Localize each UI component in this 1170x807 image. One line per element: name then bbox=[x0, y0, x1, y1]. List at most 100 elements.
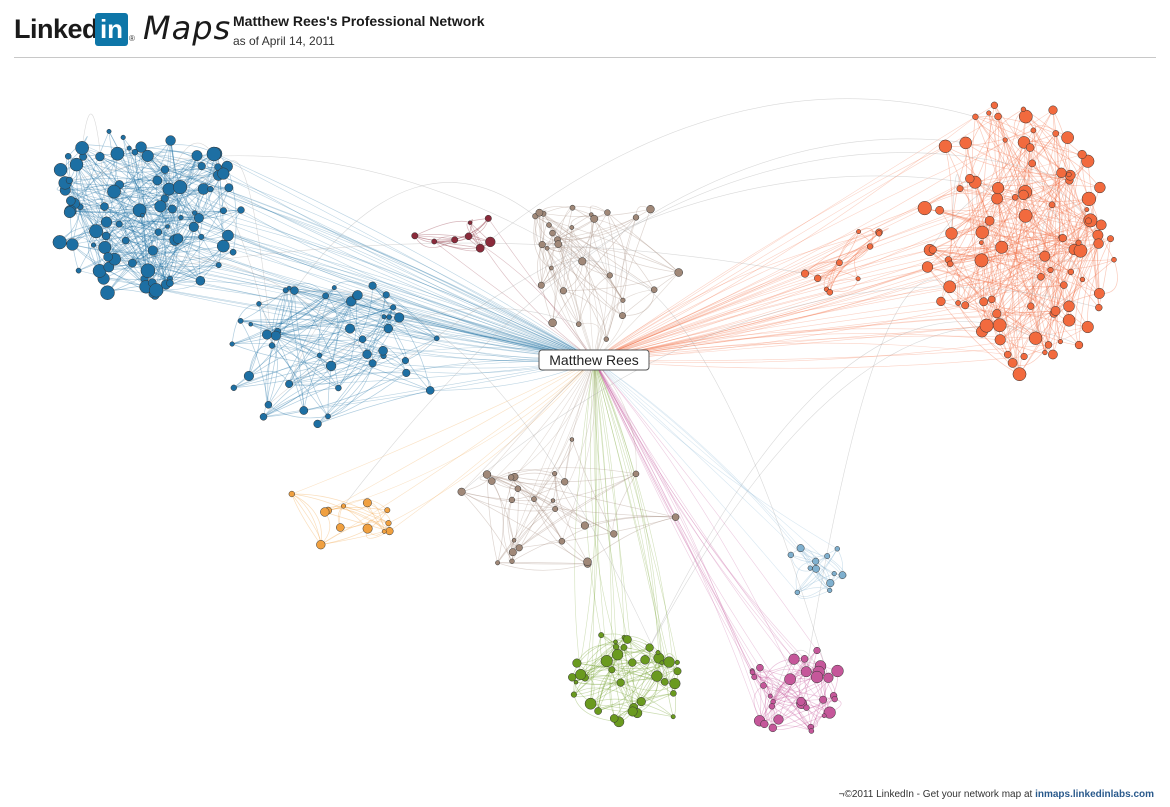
network-node[interactable] bbox=[990, 101, 999, 109]
network-node[interactable] bbox=[627, 706, 638, 717]
network-node[interactable] bbox=[620, 297, 626, 303]
network-node[interactable] bbox=[65, 176, 73, 184]
network-node[interactable] bbox=[814, 274, 822, 282]
network-node[interactable] bbox=[1058, 234, 1067, 243]
network-node[interactable] bbox=[569, 437, 575, 442]
network-node[interactable] bbox=[316, 352, 323, 358]
network-node[interactable] bbox=[636, 697, 646, 707]
network-node[interactable] bbox=[946, 260, 954, 268]
network-node[interactable] bbox=[838, 571, 847, 579]
network-node[interactable] bbox=[1020, 106, 1027, 112]
network-node[interactable] bbox=[402, 368, 411, 377]
network-node[interactable] bbox=[921, 261, 934, 273]
network-node[interactable] bbox=[1018, 208, 1033, 223]
network-node[interactable] bbox=[383, 323, 393, 334]
network-node[interactable] bbox=[756, 663, 764, 672]
network-node[interactable] bbox=[961, 301, 970, 310]
network-node[interactable] bbox=[965, 173, 975, 184]
network-node[interactable] bbox=[987, 295, 996, 304]
network-node[interactable] bbox=[613, 639, 618, 645]
network-node[interactable] bbox=[611, 649, 624, 661]
network-node[interactable] bbox=[544, 245, 550, 251]
network-node[interactable] bbox=[606, 272, 613, 279]
network-node[interactable] bbox=[590, 214, 599, 223]
network-node[interactable] bbox=[285, 380, 294, 388]
network-node[interactable] bbox=[507, 474, 515, 481]
network-node[interactable] bbox=[390, 304, 397, 311]
network-node[interactable] bbox=[1085, 217, 1092, 225]
network-node[interactable] bbox=[807, 565, 813, 571]
network-node[interactable] bbox=[198, 233, 205, 240]
network-node[interactable] bbox=[651, 670, 663, 682]
network-node[interactable] bbox=[800, 666, 812, 678]
network-node[interactable] bbox=[514, 485, 522, 492]
network-node[interactable] bbox=[821, 713, 827, 719]
network-node[interactable] bbox=[464, 232, 473, 241]
network-node[interactable] bbox=[325, 413, 331, 420]
network-node[interactable] bbox=[632, 214, 640, 221]
network-node[interactable] bbox=[193, 213, 204, 223]
network-node[interactable] bbox=[368, 359, 377, 368]
network-node[interactable] bbox=[549, 229, 556, 237]
network-node[interactable] bbox=[385, 520, 392, 527]
network-node[interactable] bbox=[340, 503, 347, 509]
network-node[interactable] bbox=[188, 221, 199, 232]
network-node[interactable] bbox=[1002, 137, 1008, 143]
network-node[interactable] bbox=[1095, 219, 1107, 231]
network-node[interactable] bbox=[115, 220, 123, 228]
network-node[interactable] bbox=[384, 507, 391, 514]
network-node[interactable] bbox=[824, 553, 831, 560]
network-node[interactable] bbox=[89, 224, 104, 239]
network-node[interactable] bbox=[620, 644, 628, 651]
network-node[interactable] bbox=[75, 141, 89, 155]
network-node[interactable] bbox=[660, 678, 669, 686]
network-node[interactable] bbox=[290, 286, 299, 295]
network-node[interactable] bbox=[101, 231, 111, 241]
network-node[interactable] bbox=[1111, 256, 1117, 263]
network-node[interactable] bbox=[794, 589, 800, 596]
network-node[interactable] bbox=[166, 279, 174, 287]
network-node[interactable] bbox=[195, 276, 206, 286]
network-node[interactable] bbox=[100, 285, 115, 300]
network-node[interactable] bbox=[152, 175, 163, 186]
network-node[interactable] bbox=[214, 163, 222, 171]
network-node[interactable] bbox=[796, 544, 805, 553]
network-node[interactable] bbox=[831, 695, 838, 703]
network-node[interactable] bbox=[1094, 181, 1106, 194]
network-node[interactable] bbox=[320, 507, 330, 517]
network-node[interactable] bbox=[1063, 300, 1075, 313]
network-node[interactable] bbox=[943, 280, 957, 294]
network-node[interactable] bbox=[394, 312, 405, 323]
network-node[interactable] bbox=[222, 229, 234, 242]
network-node[interactable] bbox=[994, 112, 1002, 121]
network-node[interactable] bbox=[559, 287, 567, 295]
network-node[interactable] bbox=[808, 728, 815, 734]
network-node[interactable] bbox=[1066, 171, 1072, 178]
network-node[interactable] bbox=[594, 707, 602, 715]
network-node[interactable] bbox=[979, 318, 994, 333]
network-node[interactable] bbox=[550, 498, 556, 503]
network-node[interactable] bbox=[570, 691, 577, 698]
network-node[interactable] bbox=[381, 529, 387, 534]
network-node[interactable] bbox=[178, 214, 184, 221]
network-node[interactable] bbox=[1018, 109, 1033, 124]
network-node[interactable] bbox=[259, 413, 268, 421]
network-node[interactable] bbox=[103, 252, 113, 262]
network-node[interactable] bbox=[385, 527, 394, 536]
network-node[interactable] bbox=[583, 557, 592, 567]
network-node[interactable] bbox=[823, 706, 836, 719]
network-node[interactable] bbox=[220, 207, 227, 215]
network-node[interactable] bbox=[1081, 191, 1097, 207]
network-node[interactable] bbox=[451, 236, 459, 244]
network-node[interactable] bbox=[126, 145, 132, 151]
network-node[interactable] bbox=[674, 659, 680, 665]
network-node[interactable] bbox=[1028, 331, 1043, 345]
network-node[interactable] bbox=[362, 498, 372, 508]
network-node[interactable] bbox=[1081, 320, 1094, 334]
network-node[interactable] bbox=[362, 349, 372, 359]
network-node[interactable] bbox=[425, 386, 435, 395]
network-node[interactable] bbox=[457, 487, 466, 496]
network-node[interactable] bbox=[959, 136, 972, 150]
network-node[interactable] bbox=[956, 185, 964, 193]
